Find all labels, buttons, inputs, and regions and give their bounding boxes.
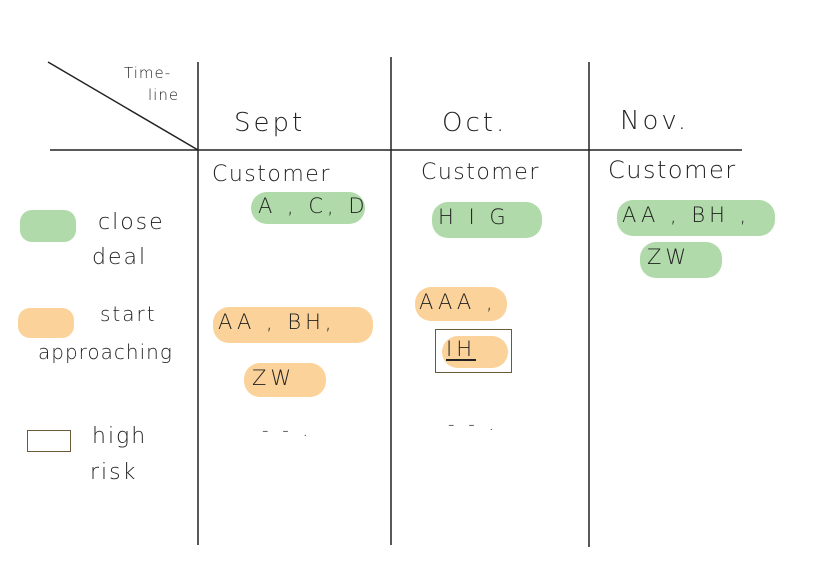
oct-close-deal-customers: H I G: [438, 205, 510, 229]
sept-close-deal-highlight: [251, 192, 365, 224]
oct-close-deal-highlight: [432, 202, 542, 238]
sept-approaching-highlight-2: [244, 363, 326, 397]
nov-customer-header: Customer: [608, 156, 737, 184]
legend-start-approaching-label-line1: start: [100, 302, 157, 326]
sept-customer-header: Customer: [212, 162, 331, 187]
nov-close-deal-highlight-1: [617, 200, 775, 236]
corner-label-line2: line: [148, 86, 180, 104]
legend-start-approaching-label-line2: approaching: [38, 340, 173, 364]
sept-close-deal-customers: A , C, D: [258, 194, 369, 218]
corner-label-line1: Time-: [124, 64, 172, 82]
oct-more-indicator: - - .: [448, 414, 499, 435]
oct-high-risk-box: [435, 329, 512, 373]
month-header-oct: Oct.: [442, 108, 508, 138]
corner-diagonal: [47, 61, 199, 151]
legend-close-deal-swatch: [20, 210, 76, 242]
legend-start-approaching-swatch: [18, 308, 74, 338]
legend-high-risk-label-line2: risk: [90, 460, 138, 485]
legend-high-risk-label-line1: high: [92, 424, 148, 449]
legend-high-risk-box: [27, 430, 71, 452]
sept-approaching-highlight-1: [213, 307, 373, 343]
sept-approaching-customers-line1: AA , BH,: [218, 310, 336, 334]
sept-approaching-customers-line2: ZW: [252, 366, 296, 390]
legend-close-deal-label-line1: close: [98, 210, 165, 235]
oct-approaching-customers-line1: AAA ,: [419, 290, 497, 314]
oct-high-risk-highlight: [442, 336, 508, 368]
oct-high-risk-customer: IH: [446, 337, 476, 361]
oct-customer-header: Customer: [421, 160, 540, 185]
nov-close-deal-highlight-2: [640, 242, 722, 278]
sept-more-indicator: - - .: [262, 420, 313, 441]
nov-close-deal-customers-line1: AA , BH ,: [622, 203, 751, 227]
month-header-nov: Nov.: [620, 106, 689, 136]
nov-close-deal-customers-line2: ZW: [647, 245, 691, 269]
month-header-sept: Sept: [234, 108, 306, 138]
legend-close-deal-label-line2: deal: [92, 245, 148, 270]
oct-approaching-highlight-1: [415, 287, 507, 321]
